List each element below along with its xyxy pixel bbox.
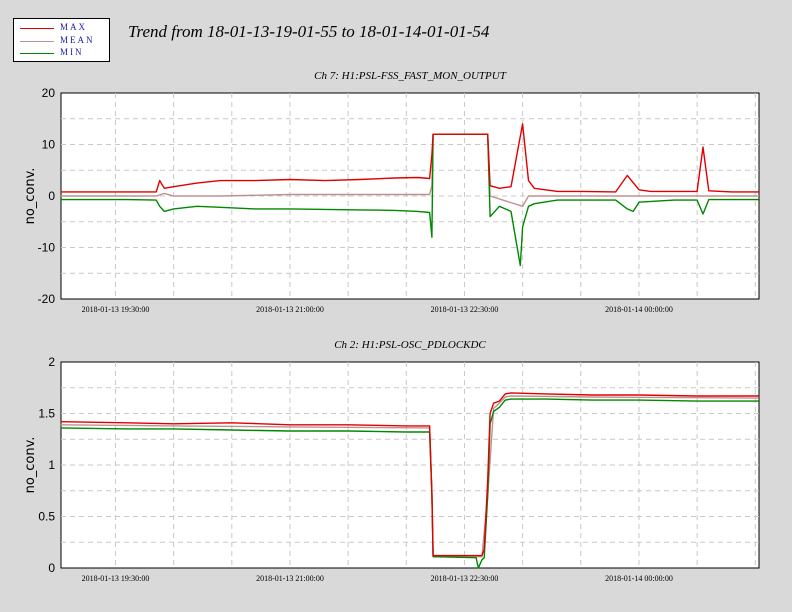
legend-item-min: MIN (14, 47, 109, 59)
series-line-min (60, 398, 759, 569)
legend-swatch-mean (20, 41, 54, 42)
series-line-mean (60, 395, 759, 558)
legend-item-max: MAX (14, 22, 109, 34)
series-line-max (60, 392, 759, 557)
chart-panel-1: -20 -10 0 10 20 2018-01-13 19:30:00 2018-01-13… (23, 70, 760, 314)
y-tick-label: 10 (42, 138, 56, 152)
x-tick-label: 2018-01-14 00:00:00 (605, 305, 673, 314)
y-tick-label: 0 (48, 189, 55, 203)
y-axis-label: no_conv. (23, 437, 38, 494)
legend-swatch-min (20, 53, 54, 54)
chart-panel-2: 0 0.5 1 1.5 2 2018-01-13 19:30:00 2018-01-13 2… (23, 339, 760, 583)
plot-area (60, 361, 760, 569)
y-tick-label: 1 (48, 458, 55, 472)
y-tick-label: 1.5 (38, 407, 55, 421)
legend-swatch-max (20, 28, 54, 29)
legend-label-max: MAX (60, 22, 88, 32)
x-tick-label: 2018-01-13 19:30:00 (82, 574, 150, 583)
x-tick-label: 2018-01-13 19:30:00 (82, 305, 150, 314)
legend-label-min: MIN (60, 47, 84, 57)
y-tick-label: 0 (48, 561, 55, 575)
series-line-max (60, 123, 759, 193)
y-axis-label: no_conv. (23, 168, 38, 225)
x-tick-label: 2018-01-13 21:00:00 (256, 574, 324, 583)
y-tick-label: 20 (42, 86, 56, 100)
y-tick-label: 0.5 (38, 510, 55, 524)
chart-title: Ch 7: H1:PSL-FSS_FAST_MON_OUTPUT (314, 70, 507, 82)
y-tick-label: -20 (38, 292, 56, 306)
legend-label-mean: MEAN (60, 35, 95, 45)
x-tick-label: 2018-01-13 21:00:00 (256, 305, 324, 314)
legend: MAX MEAN MIN (13, 18, 110, 62)
chart-title: Ch 2: H1:PSL-OSC_PDLOCKDC (334, 339, 486, 351)
x-tick-label: 2018-01-13 22:30:00 (431, 305, 499, 314)
y-tick-label: -10 (38, 241, 56, 255)
legend-item-mean: MEAN (14, 35, 109, 47)
page-title: Trend from 18-01-13-19-01-55 to 18-01-14… (128, 22, 490, 41)
y-tick-label: 2 (48, 355, 55, 369)
x-tick-label: 2018-01-13 22:30:00 (431, 574, 499, 583)
x-tick-label: 2018-01-14 00:00:00 (605, 574, 673, 583)
